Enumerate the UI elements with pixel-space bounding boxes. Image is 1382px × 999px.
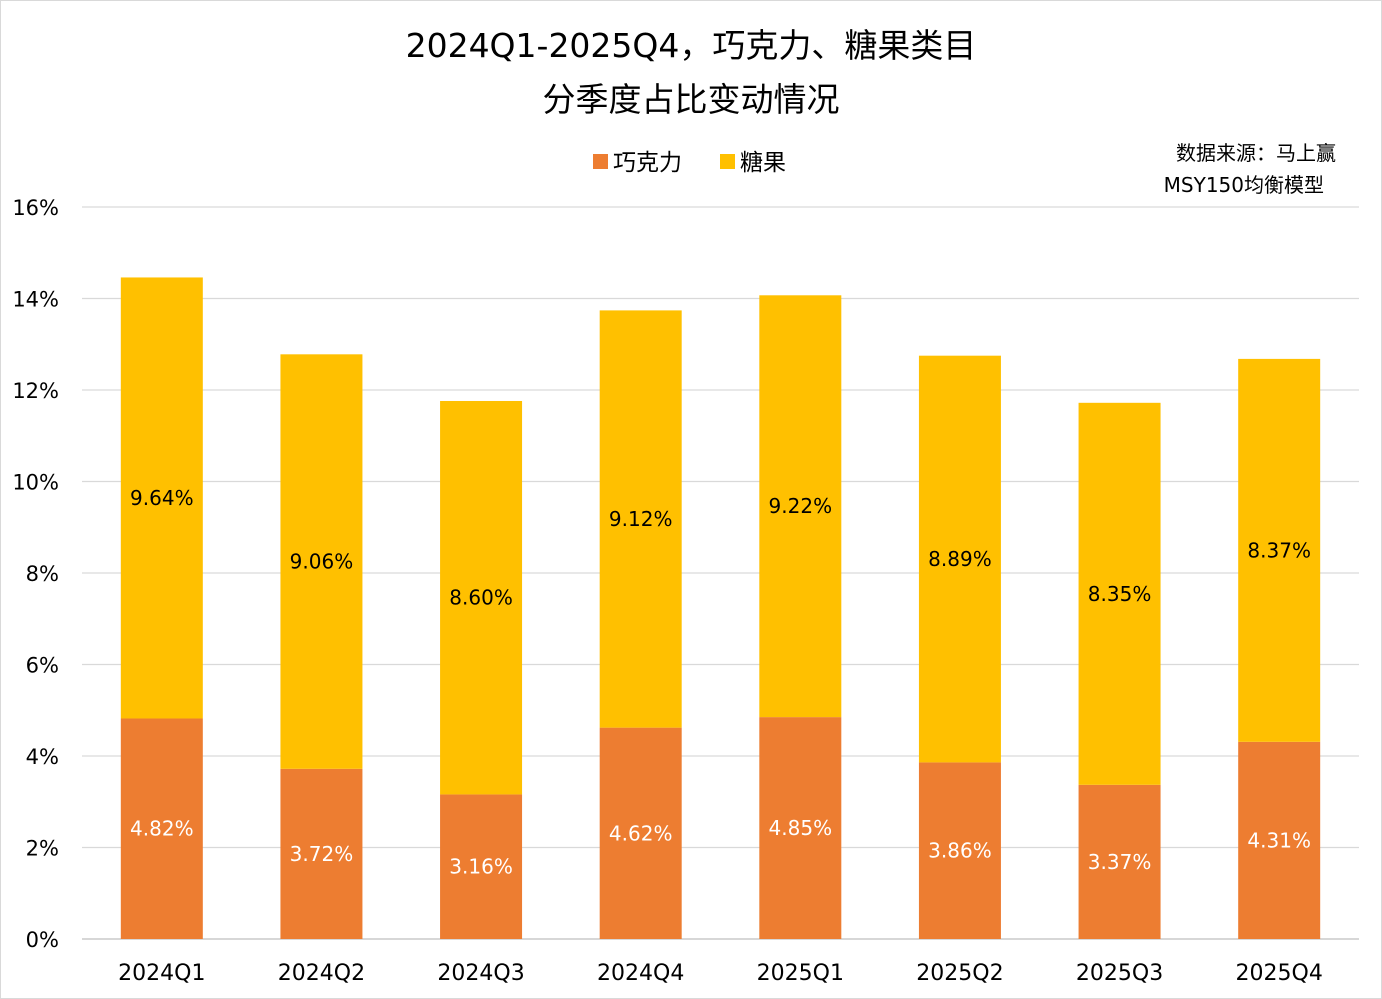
- bar-candy: [1238, 358, 1321, 742]
- x-tick-label: 2024Q4: [597, 961, 684, 986]
- legend: 巧克力 糖果: [593, 150, 786, 176]
- x-tick-label: 2025Q2: [916, 961, 1003, 986]
- data-label-candy: 9.12%: [609, 507, 673, 531]
- bar-chocolate: [440, 794, 523, 939]
- bar-chocolate: [599, 727, 682, 939]
- bar-chocolate: [918, 762, 1001, 939]
- chart-title-line2: 分季度占比变动情况: [543, 80, 840, 119]
- data-label-chocolate: 4.85%: [769, 816, 833, 840]
- bar-candy: [120, 277, 203, 719]
- y-tick-label: 8%: [26, 562, 59, 586]
- bar-candy: [1078, 402, 1161, 785]
- y-tick-label: 6%: [26, 654, 59, 678]
- bar-candy: [759, 295, 842, 718]
- x-tick-label: 2024Q2: [278, 961, 365, 986]
- data-label-chocolate: 4.62%: [609, 821, 673, 845]
- chart-title-line1: 2024Q1-2025Q4，巧克力、糖果类目: [406, 26, 977, 65]
- x-tick-label: 2025Q3: [1076, 961, 1163, 986]
- x-tick-label: 2025Q1: [757, 961, 844, 986]
- data-label-candy: 8.35%: [1088, 582, 1152, 606]
- legend-label-chocolate: 巧克力: [613, 150, 682, 176]
- data-label-candy: 8.89%: [928, 547, 992, 571]
- data-label-chocolate: 3.72%: [290, 842, 354, 866]
- data-label-chocolate: 3.37%: [1088, 850, 1152, 874]
- legend-swatch-candy: [720, 154, 735, 169]
- data-label-candy: 8.37%: [1247, 538, 1311, 562]
- data-label-chocolate: 4.82%: [130, 817, 194, 841]
- y-tick-label: 12%: [12, 379, 59, 403]
- y-tick-label: 2%: [26, 837, 59, 861]
- bar-chocolate: [1078, 784, 1161, 939]
- legend-swatch-chocolate: [593, 154, 608, 169]
- y-tick-label: 0%: [26, 928, 59, 952]
- data-label-candy: 9.06%: [290, 550, 354, 574]
- bar-chocolate: [280, 768, 363, 939]
- bar-candy: [599, 310, 682, 728]
- bar-chocolate: [120, 718, 203, 939]
- data-label-candy: 9.22%: [769, 494, 833, 518]
- bar-chocolate: [1238, 741, 1321, 939]
- bar-candy: [440, 400, 523, 795]
- data-label-chocolate: 3.16%: [449, 855, 513, 879]
- y-tick-label: 4%: [26, 745, 59, 769]
- bar-candy: [918, 355, 1001, 763]
- data-label-chocolate: 4.31%: [1247, 828, 1311, 852]
- x-tick-label: 2025Q4: [1236, 961, 1323, 986]
- source-line2: MSY150均衡模型: [1164, 173, 1324, 197]
- bar-candy: [280, 354, 363, 769]
- source-line1: 数据来源：马上赢: [1176, 141, 1336, 165]
- x-tick-label: 2024Q3: [437, 961, 524, 986]
- x-tick-label: 2024Q1: [118, 961, 205, 986]
- legend-label-candy: 糖果: [740, 150, 786, 176]
- bar-chocolate: [759, 717, 842, 939]
- y-tick-label: 10%: [12, 471, 59, 495]
- data-label-chocolate: 3.86%: [928, 839, 992, 863]
- data-label-candy: 9.64%: [130, 486, 194, 510]
- data-label-candy: 8.60%: [449, 586, 513, 610]
- y-tick-label: 16%: [12, 196, 59, 220]
- y-tick-label: 14%: [12, 288, 59, 312]
